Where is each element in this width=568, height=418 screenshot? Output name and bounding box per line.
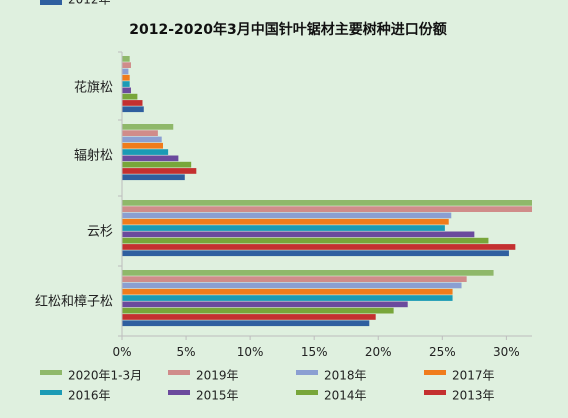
chart-title: 2012-2020年3月中国针叶锯材主要树种进口份额: [129, 21, 446, 38]
bar-云杉-2014年: [122, 237, 489, 244]
legend-label: 2015年: [196, 389, 239, 403]
bar-花旗松-2017年: [122, 74, 130, 81]
legend-label: 2013年: [452, 389, 495, 403]
bar-红松和樟子松-2013年: [122, 314, 376, 320]
bar-红松和樟子松-2019年: [122, 276, 467, 282]
bar-红松和樟子松-2017年: [122, 288, 453, 295]
bar-红松和樟子松-2016年: [122, 295, 453, 301]
legend-label: 2012年: [68, 0, 111, 7]
x-tick-label: 5%: [177, 345, 196, 359]
bar-花旗松-2012年: [122, 106, 144, 113]
bar-花旗松-2014年: [122, 93, 138, 100]
x-tick-label: 20%: [365, 345, 392, 359]
bar-花旗松-2016年: [122, 81, 130, 87]
bar-云杉-2017年: [122, 218, 449, 225]
legend-label: 2014年: [324, 389, 367, 403]
category-label: 辐射松: [74, 148, 113, 164]
bar-红松和樟子松-2014年: [122, 307, 394, 314]
legend-swatch: [424, 390, 446, 395]
bar-花旗松-2018年: [122, 68, 129, 75]
bar-花旗松-2020年1-3月: [122, 56, 130, 62]
x-tick-label: 25%: [429, 345, 456, 359]
legend-label: 2017年: [452, 369, 495, 383]
category-label: 红松和樟子松: [35, 294, 113, 310]
bar-辐射松-2019年: [122, 130, 158, 136]
x-tick-label: 15%: [301, 345, 328, 359]
bar-云杉-2020年1-3月: [122, 200, 532, 206]
bar-云杉-2018年: [122, 212, 452, 219]
bar-云杉-2013年: [122, 244, 516, 250]
legend-swatch: [296, 390, 318, 395]
x-tick-label: 0%: [112, 345, 131, 359]
legend-swatch: [424, 370, 446, 375]
x-tick-label: 30%: [493, 345, 520, 359]
legend-swatch: [40, 0, 62, 5]
legend-swatch: [296, 370, 318, 375]
bar-辐射松-2020年1-3月: [122, 124, 174, 130]
bar-云杉-2019年: [122, 206, 532, 212]
category-label: 云杉: [87, 225, 113, 240]
bar-花旗松-2013年: [122, 100, 143, 106]
legend: 2020年1-3月 2019年 2018年 2017年 2016年 2015年 2014年 2…: [40, 0, 495, 403]
bar-云杉-2016年: [122, 225, 445, 231]
legend-label: 2019年: [196, 369, 239, 383]
bar-云杉-2012年: [122, 250, 509, 257]
bar-辐射松-2016年: [122, 149, 169, 155]
bar-辐射松-2015年: [122, 155, 179, 162]
x-tick-label: 10%: [237, 345, 264, 359]
bar-红松和樟子松-2012年: [122, 320, 370, 327]
bar-红松和樟子松-2018年: [122, 282, 462, 289]
legend-label: 2016年: [68, 389, 111, 403]
bar-辐射松-2014年: [122, 161, 192, 168]
legend-label: 2020年1-3月: [68, 369, 142, 383]
legend-label: 2018年: [324, 369, 367, 383]
legend-swatch: [40, 390, 62, 395]
bar-红松和樟子松-2020年1-3月: [122, 270, 494, 276]
legend-swatch: [40, 370, 62, 375]
bar-辐射松-2013年: [122, 168, 197, 174]
bar-辐射松-2018年: [122, 136, 162, 143]
bar-花旗松-2015年: [122, 87, 131, 94]
bars-layer: [122, 56, 532, 327]
bar-辐射松-2017年: [122, 142, 163, 149]
legend-swatch: [168, 370, 190, 375]
legend-swatch: [168, 390, 190, 395]
bar-红松和樟子松-2015年: [122, 301, 408, 308]
bar-辐射松-2012年: [122, 174, 185, 181]
category-label: 花旗松: [74, 80, 113, 96]
bar-花旗松-2019年: [122, 62, 131, 68]
bar-云杉-2015年: [122, 231, 475, 238]
